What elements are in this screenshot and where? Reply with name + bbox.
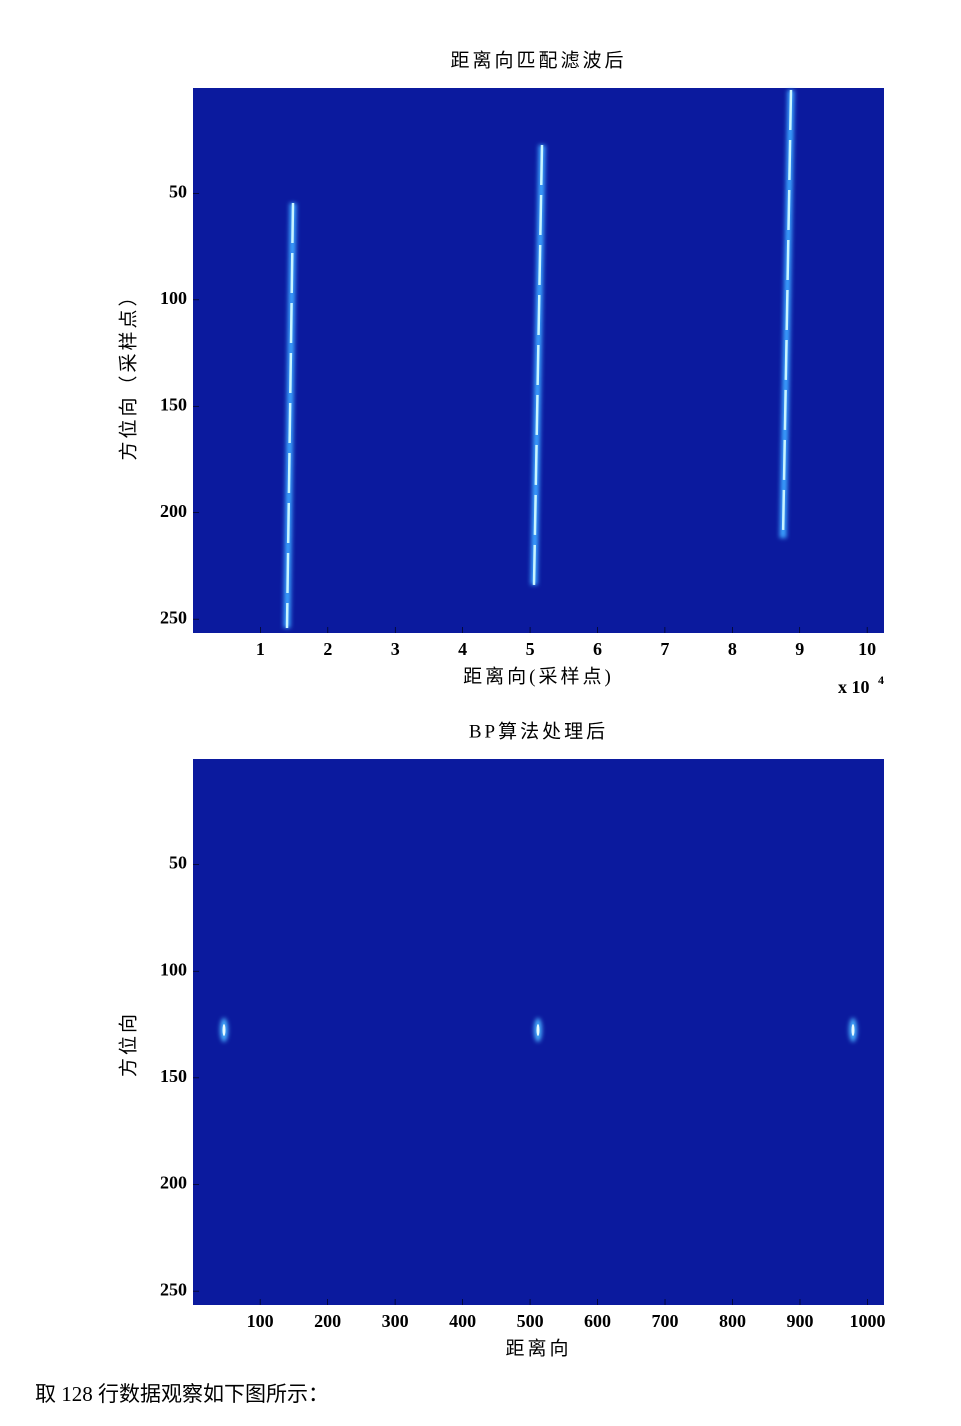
y-tick-label: 50 [169, 853, 187, 873]
streak [781, 89, 793, 539]
spot [851, 1024, 855, 1036]
y-tick-label: 150 [160, 1066, 187, 1086]
x-tick-label: 8 [728, 639, 737, 659]
x-tick-label: 5 [526, 639, 535, 659]
streak [532, 144, 544, 586]
streak-cores [222, 89, 855, 1036]
y-tick-label: 150 [160, 394, 187, 414]
x-tick-label: 400 [449, 1311, 476, 1331]
y-tick-label: 200 [160, 1173, 187, 1193]
x-multiplier: x 10 [838, 677, 870, 697]
chart-title: 距离向匹配滤波后 [450, 49, 626, 71]
x-tick-label: 4 [458, 639, 467, 659]
x-tick-label: 10 [858, 639, 876, 659]
y-tick-label: 100 [160, 288, 187, 308]
x-axis-label: 距离向 [505, 1337, 571, 1359]
x-tick-label: 100 [247, 1311, 274, 1331]
chart-title: BP算法处理后 [469, 720, 608, 742]
x-tick-label: 1000 [849, 1311, 885, 1331]
spot [536, 1024, 540, 1036]
x-multiplier-exponent: 4 [878, 673, 884, 687]
x-tick-label: 500 [517, 1311, 544, 1331]
x-tick-label: 2 [323, 639, 332, 659]
x-tick-label: 800 [719, 1311, 746, 1331]
y-tick-label: 250 [160, 1279, 187, 1299]
y-tick-label: 200 [160, 501, 187, 521]
x-tick-label: 900 [786, 1311, 813, 1331]
streak [285, 202, 295, 629]
y-axis-label: 方位向（采样点） [117, 284, 139, 460]
x-tick-label: 200 [314, 1311, 341, 1331]
spot [222, 1024, 226, 1036]
x-tick-label: 9 [795, 639, 804, 659]
y-tick-label: 50 [169, 182, 187, 202]
y-tick-label: 250 [160, 607, 187, 627]
x-tick-label: 7 [660, 639, 669, 659]
y-tick-label: 100 [160, 959, 187, 979]
x-tick-label: 300 [382, 1311, 409, 1331]
x-tick-label: 600 [584, 1311, 611, 1331]
y-axis-label: 方位向 [117, 1011, 139, 1077]
x-tick-label: 1 [256, 639, 265, 659]
caption: 取 128 行数据观察如下图所示： [35, 1382, 329, 1406]
x-axis-label: 距离向(采样点) [463, 665, 614, 687]
x-tick-label: 3 [391, 639, 400, 659]
x-tick-label: 6 [593, 639, 602, 659]
x-tick-label: 700 [652, 1311, 679, 1331]
